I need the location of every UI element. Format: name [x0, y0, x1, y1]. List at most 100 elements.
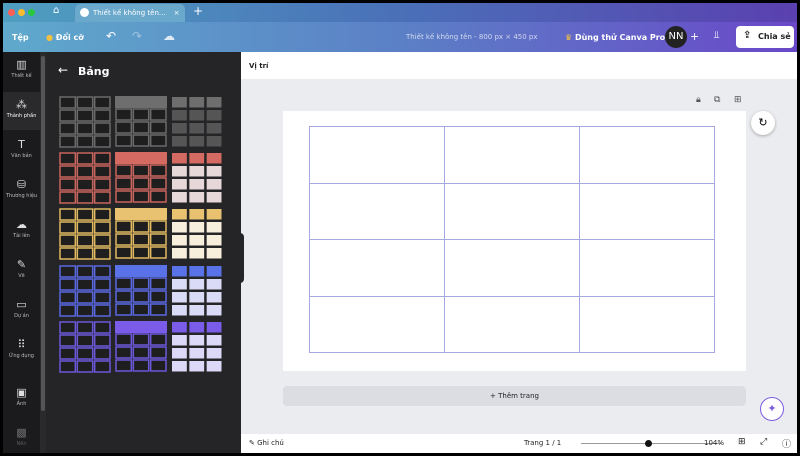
table-cell[interactable]	[309, 295, 445, 353]
table-template[interactable]	[59, 208, 111, 260]
duplicate-page-icon[interactable]: ⧉	[714, 95, 721, 105]
try-pro-button[interactable]: ♛ Dùng thử Canva Pro	[565, 33, 666, 42]
undo-icon[interactable]: ↶	[106, 29, 117, 43]
table-template[interactable]	[171, 152, 223, 204]
table-cell[interactable]	[579, 295, 715, 353]
maximize-window-button[interactable]	[28, 9, 35, 16]
redo-icon[interactable]: ↷	[132, 29, 143, 43]
design-page[interactable]	[283, 111, 746, 371]
minimize-window-button[interactable]	[18, 9, 25, 16]
table-template[interactable]	[115, 152, 167, 204]
panel-title: Bảng	[78, 65, 110, 78]
add-page-button[interactable]: + Thêm trang	[283, 386, 746, 406]
brand-icon: ⛁	[16, 178, 27, 191]
sidebar-item-label: Ứng dụng	[9, 353, 34, 359]
cloud-save-icon[interactable]: ☁	[163, 29, 175, 43]
share-button[interactable]: ⇪ Chia sẻ	[736, 26, 794, 48]
table-cell[interactable]	[444, 295, 580, 353]
page-indicator[interactable]: Trang 1 / 1	[524, 439, 562, 447]
add-page-icon[interactable]: ⊞	[734, 95, 742, 105]
photo-icon: ▣	[16, 386, 27, 399]
sidebar-item-9[interactable]: ▩ Nền	[3, 420, 40, 453]
background-icon: ▩	[16, 426, 27, 439]
table-cell[interactable]	[444, 239, 580, 297]
rail-scrollbar[interactable]	[40, 52, 46, 453]
table-cell[interactable]	[444, 182, 580, 240]
table-row	[309, 239, 715, 297]
lock-icon[interactable]: 🔒︎	[696, 95, 701, 105]
file-menu[interactable]: Tệp	[12, 33, 29, 42]
table-cell[interactable]	[579, 126, 715, 184]
back-arrow-icon[interactable]: ←	[58, 63, 69, 77]
avatar[interactable]: NN	[665, 26, 687, 48]
browser-tab-bar: ⌂ Thiết kế không tên... × +	[3, 3, 797, 22]
table-row	[309, 295, 715, 353]
table-row	[309, 182, 715, 240]
table-template[interactable]	[59, 152, 111, 204]
table-template[interactable]	[115, 321, 167, 373]
home-icon[interactable]: ⌂	[53, 5, 60, 16]
table-template[interactable]	[115, 96, 167, 148]
zoom-slider-handle[interactable]	[645, 440, 652, 447]
table-cell[interactable]	[444, 126, 580, 184]
zoom-level[interactable]: 104%	[704, 439, 725, 447]
table-row	[309, 126, 715, 184]
resize-button[interactable]: ● Đổi cỡ	[46, 33, 84, 42]
sidebar-item-1[interactable]: ⁂ Thành phần	[3, 92, 40, 130]
table-template[interactable]	[59, 96, 111, 148]
context-toolbar: Vị trí	[241, 52, 797, 79]
table-cell[interactable]	[309, 182, 445, 240]
add-collaborator-button[interactable]: +	[690, 30, 700, 43]
tab-title: Thiết kế không tên...	[93, 9, 166, 17]
new-tab-button[interactable]: +	[193, 4, 204, 18]
sidebar-item-5[interactable]: ✎ Vẽ	[3, 252, 40, 290]
sidebar-item-0[interactable]: ▥ Thiết kế	[3, 52, 40, 90]
document-title[interactable]: Thiết kế không tên - 800 px × 450 px	[406, 33, 538, 41]
tables-panel: ← Bảng	[46, 52, 241, 453]
editor-toolbar: Tệp ● Đổi cỡ ↶ ↷ ☁ Thiết kế không tên - …	[3, 22, 797, 52]
help-icon[interactable]: ⓘ	[782, 440, 792, 450]
share-icon: ⇪	[743, 30, 752, 41]
crown-icon: ♛	[565, 33, 573, 42]
sidebar-item-2[interactable]: T Văn bản	[3, 132, 40, 170]
magic-assistant-icon[interactable]: ✦	[760, 397, 784, 421]
sidebar-item-3[interactable]: ⛁ Thương hiệu	[3, 172, 40, 210]
table-cell[interactable]	[309, 239, 445, 297]
folder-icon: ▭	[16, 298, 27, 311]
sidebar-item-label: Dự án	[14, 313, 29, 319]
sidebar-item-6[interactable]: ▭ Dự án	[3, 292, 40, 330]
table-template[interactable]	[171, 208, 223, 260]
table-template[interactable]	[59, 265, 111, 317]
refresh-icon[interactable]: ↻	[751, 111, 775, 135]
sidebar-item-4[interactable]: ☁ Tải lên	[3, 212, 40, 250]
table-template[interactable]	[171, 265, 223, 317]
table-template[interactable]	[171, 321, 223, 373]
table-template[interactable]	[171, 96, 223, 148]
sidebar-item-label: Vẽ	[18, 273, 25, 279]
tab-design[interactable]: Thiết kế không tên... ×	[75, 4, 185, 22]
notes-button[interactable]: ✎ Ghi chú	[249, 439, 284, 447]
elements-icon: ⁂	[16, 98, 27, 111]
text-icon: T	[18, 138, 25, 151]
table-template[interactable]	[115, 265, 167, 317]
table-cell[interactable]	[579, 182, 715, 240]
grid-view-icon[interactable]: ⊞	[738, 437, 746, 447]
insights-icon[interactable]: ⫫	[714, 30, 720, 41]
close-window-button[interactable]	[8, 9, 15, 16]
canva-icon	[80, 8, 89, 17]
sidebar-item-label: Thành phần	[6, 113, 37, 119]
tab-close-icon[interactable]: ×	[173, 9, 180, 17]
table-template[interactable]	[59, 321, 111, 373]
sidebar-item-7[interactable]: ⠿ Ứng dụng	[3, 332, 40, 370]
table-cell[interactable]	[309, 126, 445, 184]
table-template[interactable]	[115, 208, 167, 260]
side-rail: ▥ Thiết kế ⁂ Thành phần T Văn bản ⛁ Thương hiệu…	[3, 52, 40, 453]
sidebar-item-label: Ảnh	[16, 401, 27, 407]
fullscreen-icon[interactable]: ⤢	[760, 437, 768, 447]
sidebar-item-8[interactable]: ▣ Ảnh	[3, 380, 40, 418]
crown-icon: ●	[46, 33, 53, 42]
table-cell[interactable]	[579, 239, 715, 297]
position-button[interactable]: Vị trí	[249, 62, 269, 70]
canvas-table[interactable]	[309, 126, 715, 353]
collapse-panel-handle[interactable]	[238, 233, 244, 283]
